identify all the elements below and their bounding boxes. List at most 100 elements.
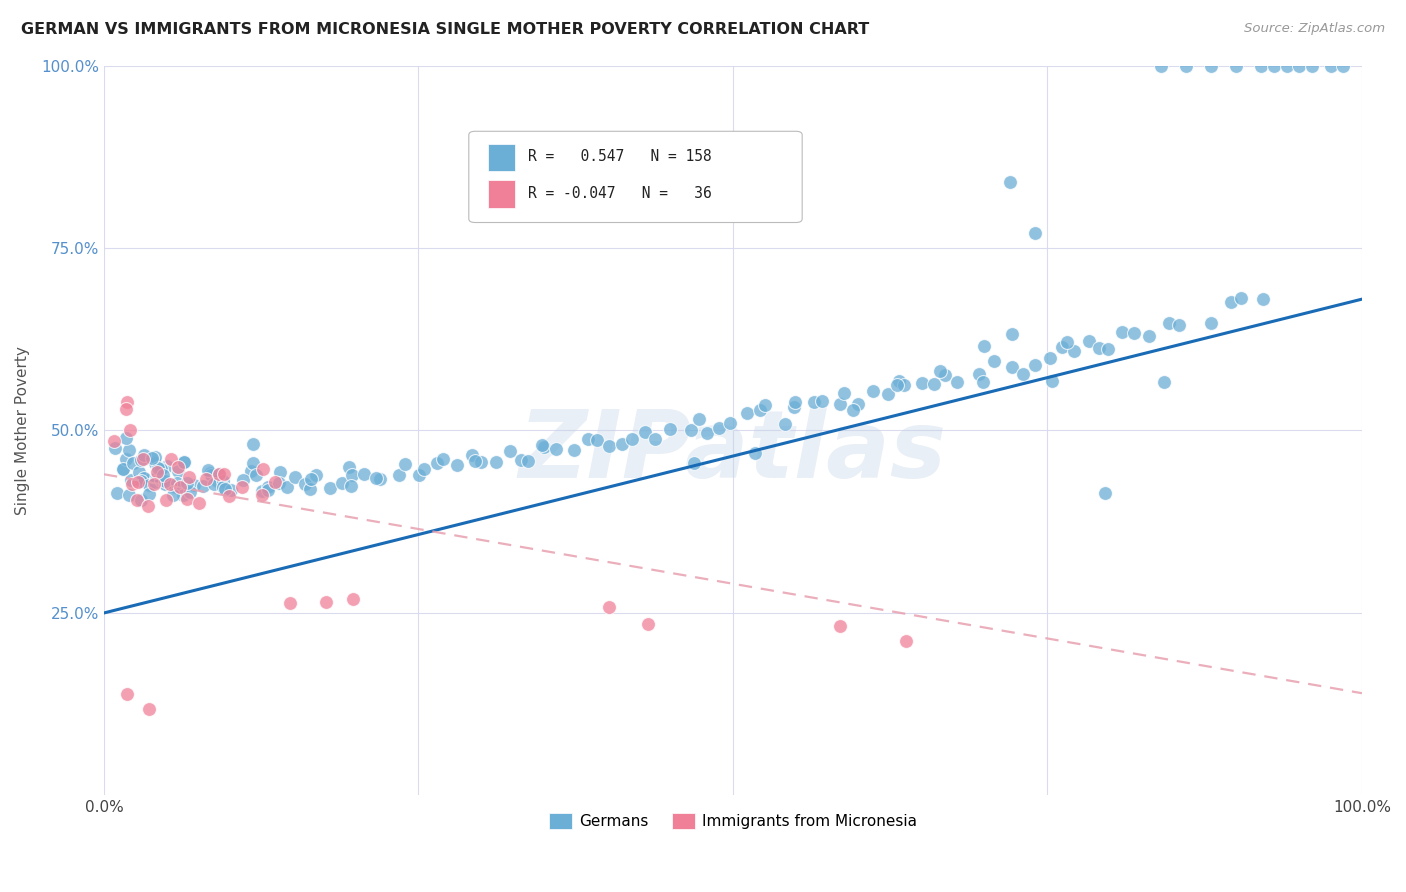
Point xyxy=(214,482,236,496)
Point xyxy=(877,387,900,401)
Point xyxy=(169,480,191,494)
Point xyxy=(1275,59,1298,73)
Point xyxy=(598,599,620,614)
Point xyxy=(276,480,298,494)
Point xyxy=(129,453,152,467)
Point xyxy=(173,455,195,469)
Point xyxy=(637,617,659,632)
Point xyxy=(160,451,183,466)
Point xyxy=(179,485,201,500)
Point xyxy=(122,456,145,470)
Point xyxy=(103,434,125,448)
Point xyxy=(152,468,174,483)
Point xyxy=(214,467,236,481)
Point xyxy=(143,456,166,470)
Point xyxy=(1174,59,1197,73)
Point xyxy=(846,396,869,410)
Point xyxy=(166,475,188,490)
Point xyxy=(173,455,195,469)
Point xyxy=(208,467,231,481)
Point xyxy=(886,377,908,392)
Point xyxy=(1094,485,1116,500)
Y-axis label: Single Mother Poverty: Single Mother Poverty xyxy=(15,346,30,515)
Point xyxy=(1111,325,1133,339)
Point xyxy=(973,339,995,353)
Point xyxy=(1024,227,1046,241)
Point xyxy=(783,400,806,414)
Point xyxy=(696,425,718,440)
Point xyxy=(408,467,430,482)
Point xyxy=(115,401,138,416)
Point xyxy=(155,492,177,507)
Point xyxy=(412,462,434,476)
Point xyxy=(339,459,361,474)
Point xyxy=(1137,328,1160,343)
Point xyxy=(132,448,155,462)
Text: R =   0.547   N = 158: R = 0.547 N = 158 xyxy=(527,149,711,164)
Point xyxy=(183,478,205,492)
Point xyxy=(141,451,163,466)
Point xyxy=(305,468,328,483)
Point xyxy=(242,437,264,451)
Point xyxy=(744,446,766,460)
Point xyxy=(1088,341,1111,355)
Point xyxy=(562,443,585,458)
Point xyxy=(394,457,416,471)
Point xyxy=(533,440,555,454)
Point xyxy=(156,458,179,473)
Point xyxy=(330,475,353,490)
Point xyxy=(1288,59,1310,73)
Point xyxy=(155,476,177,491)
Point xyxy=(683,456,706,470)
Point xyxy=(136,499,159,513)
Point xyxy=(1001,360,1024,375)
Point xyxy=(197,463,219,477)
Point xyxy=(176,491,198,506)
Point xyxy=(911,376,934,390)
Point xyxy=(269,465,291,479)
Point xyxy=(105,486,128,500)
Point xyxy=(1001,326,1024,341)
Point xyxy=(205,474,228,488)
Point xyxy=(257,479,280,493)
Point xyxy=(1050,340,1073,354)
Point xyxy=(143,477,166,491)
Point xyxy=(1039,351,1062,366)
Point xyxy=(707,420,730,434)
Point xyxy=(353,467,375,482)
Point xyxy=(830,396,852,410)
Point xyxy=(388,467,411,482)
Point xyxy=(517,453,540,467)
Point xyxy=(934,368,956,383)
Point xyxy=(1150,59,1173,73)
Point xyxy=(1230,292,1253,306)
Point xyxy=(718,417,741,431)
Point xyxy=(754,398,776,412)
Text: GERMAN VS IMMIGRANTS FROM MICRONESIA SINGLE MOTHER POVERTY CORRELATION CHART: GERMAN VS IMMIGRANTS FROM MICRONESIA SIN… xyxy=(21,22,869,37)
Point xyxy=(104,441,127,455)
Point xyxy=(688,412,710,426)
Point xyxy=(129,474,152,488)
Point xyxy=(366,470,388,484)
Point xyxy=(284,470,307,484)
Point xyxy=(983,354,1005,368)
Point xyxy=(340,479,363,493)
Point xyxy=(115,451,138,466)
Point xyxy=(257,483,280,498)
Bar xyxy=(488,144,516,171)
Point xyxy=(576,433,599,447)
Point xyxy=(1250,59,1272,73)
Point xyxy=(998,175,1021,189)
Point xyxy=(1011,367,1033,381)
Point xyxy=(773,417,796,431)
Point xyxy=(219,483,242,498)
Point xyxy=(612,437,634,451)
Point xyxy=(1097,342,1119,356)
Point xyxy=(1251,292,1274,306)
Point xyxy=(193,479,215,493)
Point xyxy=(212,474,235,488)
Point xyxy=(485,455,508,469)
Point xyxy=(658,421,681,435)
Point xyxy=(159,477,181,491)
Point xyxy=(121,477,143,491)
